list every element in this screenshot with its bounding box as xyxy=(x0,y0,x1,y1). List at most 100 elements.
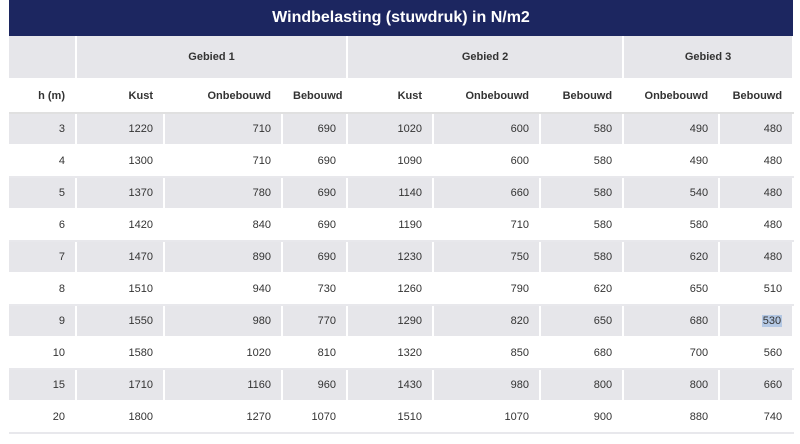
group-header-gebied-1: Gebied 1 xyxy=(76,36,349,80)
table-cell: 800 xyxy=(623,369,721,402)
table-cell: 840 xyxy=(164,209,283,242)
table-cell: 480 xyxy=(719,177,795,210)
table-cell: 780 xyxy=(164,177,283,210)
table-cell: 580 xyxy=(623,209,721,242)
table-cell: 1430 xyxy=(347,369,435,402)
table-cell: 480 xyxy=(719,145,795,178)
table-cell: 800 xyxy=(540,369,625,402)
table-cell: 900 xyxy=(540,401,625,434)
table-cell: 680 xyxy=(623,305,721,338)
table-cell: 1070 xyxy=(282,401,349,434)
table-cell: 690 xyxy=(282,113,349,146)
table-cell: 510 xyxy=(719,273,795,306)
column-header: Bebouwd xyxy=(282,79,349,114)
table-cell: 650 xyxy=(540,305,625,338)
table-cell: 1710 xyxy=(76,369,165,402)
table-cell: 940 xyxy=(164,273,283,306)
table-cell: 1470 xyxy=(76,241,165,274)
selected-text: 530 xyxy=(761,315,783,327)
table-cell: 660 xyxy=(433,177,542,210)
group-header-empty xyxy=(9,36,77,80)
group-header-gebied-3: Gebied 3 xyxy=(623,36,795,80)
table-cell: 960 xyxy=(282,369,349,402)
table-cell: 690 xyxy=(282,177,349,210)
table-cell: 1370 xyxy=(76,177,165,210)
table-cell: 880 xyxy=(623,401,721,434)
table-cell: 820 xyxy=(433,305,542,338)
table-cell: 580 xyxy=(540,209,625,242)
table-cell: 10 xyxy=(9,337,77,370)
table-cell: 580 xyxy=(540,177,625,210)
table-cell: 9 xyxy=(9,305,77,338)
table-cell: 600 xyxy=(433,145,542,178)
column-header: h (m) xyxy=(9,79,77,114)
table-cell: 6 xyxy=(9,209,77,242)
table-cell: 890 xyxy=(164,241,283,274)
column-header-row: h (m) Kust Onbebouwd Bebouwd Kust Onbebouwd Be… xyxy=(9,79,795,114)
table-cell: 1090 xyxy=(347,145,435,178)
table-row: 15 1710 1160 960 1430 980 800 800 660 xyxy=(9,369,795,402)
table-row: 3 1220 710 690 1020 600 580 490 480 xyxy=(9,113,795,146)
table-cell: 790 xyxy=(433,273,542,306)
table-body: 3 1220 710 690 1020 600 580 490 480 4 1300 710 690 10… xyxy=(9,113,795,434)
wind-load-table: Gebied 1 Gebied 2 Gebied 3 h (m) Kust Onbe… xyxy=(9,36,795,434)
table-cell: 4 xyxy=(9,145,77,178)
table-cell: 710 xyxy=(164,145,283,178)
table-cell: 1270 xyxy=(164,401,283,434)
table-cell: 710 xyxy=(164,113,283,146)
table-cell: 680 xyxy=(540,337,625,370)
group-header-gebied-2: Gebied 2 xyxy=(347,36,625,80)
table-cell: 620 xyxy=(540,273,625,306)
table-cell: 730 xyxy=(282,273,349,306)
table-cell: 770 xyxy=(282,305,349,338)
column-header: Onbebouwd xyxy=(164,79,283,114)
table-cell: 1550 xyxy=(76,305,165,338)
wind-load-table-container: Gebied 1 Gebied 2 Gebied 3 h (m) Kust Onbe… xyxy=(9,36,795,434)
table-row: 7 1470 890 690 1230 750 580 620 480 xyxy=(9,241,795,274)
table-cell: 690 xyxy=(282,241,349,274)
table-cell: 1420 xyxy=(76,209,165,242)
table-cell: 660 xyxy=(719,369,795,402)
table-cell: 1160 xyxy=(164,369,283,402)
table-cell: 580 xyxy=(540,145,625,178)
page-title: Windbelasting (stuwdruk) in N/m2 xyxy=(272,9,530,26)
table-cell: 690 xyxy=(282,145,349,178)
table-cell: 530 xyxy=(719,305,795,338)
table-cell: 710 xyxy=(433,209,542,242)
table-cell: 480 xyxy=(719,113,795,146)
column-header: Onbebouwd xyxy=(433,79,542,114)
column-header: Kust xyxy=(76,79,165,114)
table-cell: 1800 xyxy=(76,401,165,434)
table-row: 10 1580 1020 810 1320 850 680 700 560 xyxy=(9,337,795,370)
table-cell: 580 xyxy=(540,113,625,146)
table-cell: 490 xyxy=(623,113,721,146)
table-title-bar: Windbelasting (stuwdruk) in N/m2 xyxy=(9,0,793,36)
table-cell: 810 xyxy=(282,337,349,370)
table-row: 20 1800 1270 1070 1510 1070 900 880 740 xyxy=(9,401,795,434)
table-cell: 1070 xyxy=(433,401,542,434)
table-cell: 620 xyxy=(623,241,721,274)
table-cell: 980 xyxy=(433,369,542,402)
table-row: 6 1420 840 690 1190 710 580 580 480 xyxy=(9,209,795,242)
table-cell: 1190 xyxy=(347,209,435,242)
table-cell: 1020 xyxy=(164,337,283,370)
column-header: Bebouwd xyxy=(719,79,795,114)
table-cell: 1230 xyxy=(347,241,435,274)
table-cell: 750 xyxy=(433,241,542,274)
table-cell: 20 xyxy=(9,401,77,434)
column-header: Onbebouwd xyxy=(623,79,721,114)
group-header-row: Gebied 1 Gebied 2 Gebied 3 xyxy=(9,36,795,80)
table-cell: 15 xyxy=(9,369,77,402)
table-cell: 740 xyxy=(719,401,795,434)
table-cell: 5 xyxy=(9,177,77,210)
table-cell: 1300 xyxy=(76,145,165,178)
table-cell: 1260 xyxy=(347,273,435,306)
table-cell: 1320 xyxy=(347,337,435,370)
table-row: 8 1510 940 730 1260 790 620 650 510 xyxy=(9,273,795,306)
table-cell: 690 xyxy=(282,209,349,242)
table-cell: 1510 xyxy=(347,401,435,434)
table-cell: 480 xyxy=(719,209,795,242)
table-cell: 650 xyxy=(623,273,721,306)
table-cell: 1220 xyxy=(76,113,165,146)
table-cell: 560 xyxy=(719,337,795,370)
